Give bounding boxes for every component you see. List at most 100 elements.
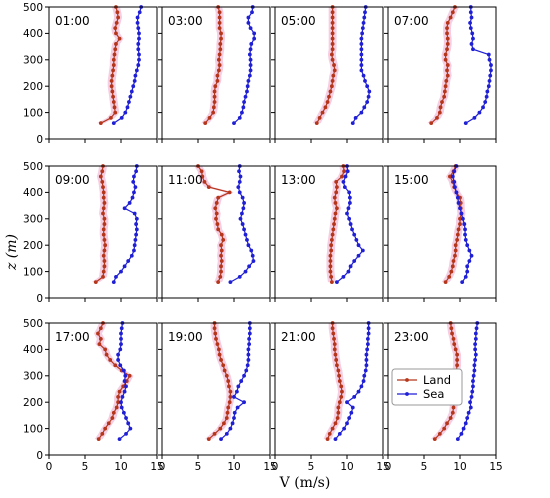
land-point xyxy=(222,421,226,426)
sea-point xyxy=(134,227,139,232)
x-tick-label: 10 xyxy=(453,461,466,473)
land-point xyxy=(219,248,224,253)
land-point xyxy=(217,15,222,20)
sea-point xyxy=(346,206,351,211)
x-tick-label: 5 xyxy=(82,461,89,473)
sea-point xyxy=(365,347,370,352)
land-point xyxy=(330,20,335,25)
land-point xyxy=(330,326,335,331)
sea-point xyxy=(473,331,478,336)
panel-1700: 0 100 200 300 400 500 0 5 10 15 17:00 xyxy=(23,318,164,473)
sea-point xyxy=(463,227,467,232)
land-point xyxy=(212,100,217,104)
sea-point xyxy=(352,395,357,399)
land-point xyxy=(101,185,105,190)
sea-point xyxy=(132,190,136,195)
sea-point xyxy=(119,115,124,120)
sea-point xyxy=(473,358,478,362)
sea-point xyxy=(124,384,128,389)
sea-point xyxy=(240,195,245,200)
land-point xyxy=(448,416,453,420)
land-point xyxy=(111,63,116,67)
sea-point xyxy=(122,389,127,394)
land-point xyxy=(335,185,339,190)
sea-point xyxy=(117,437,122,442)
sea-point xyxy=(246,243,251,248)
x-tick-label: 15 xyxy=(263,461,276,473)
sea-point xyxy=(468,10,473,15)
land-point xyxy=(212,94,217,99)
y-tick-label: 400 xyxy=(23,187,43,199)
land-point xyxy=(335,416,340,420)
land-point xyxy=(437,110,442,115)
x-tick-label: 0 xyxy=(272,461,279,473)
land-point xyxy=(445,42,450,46)
sea-point xyxy=(119,342,123,347)
land-point xyxy=(332,68,337,73)
land-point xyxy=(108,358,113,362)
land-point xyxy=(216,347,221,352)
sea-point xyxy=(452,179,457,184)
land-point xyxy=(218,42,223,46)
land-point xyxy=(332,195,337,200)
y-tick-label: 500 xyxy=(23,161,43,173)
sea-point xyxy=(121,368,126,373)
land-point xyxy=(456,227,461,232)
land-spread-band xyxy=(204,323,235,440)
sea-point xyxy=(465,243,470,248)
land-point xyxy=(213,206,218,211)
sea-point xyxy=(249,248,254,253)
panel-frame xyxy=(274,165,384,299)
land-point xyxy=(113,363,118,368)
sea-point xyxy=(219,437,223,442)
land-point xyxy=(227,190,232,195)
legend-box xyxy=(391,368,463,406)
sea-point xyxy=(123,110,128,115)
sea-point xyxy=(132,248,136,253)
sea-point xyxy=(362,105,367,110)
land-point xyxy=(340,174,344,179)
panel-frame xyxy=(161,165,271,299)
land-point xyxy=(109,84,114,89)
land-point xyxy=(206,437,211,442)
sea-point xyxy=(137,31,141,36)
y-tick-label: 300 xyxy=(23,371,43,383)
sea-point xyxy=(133,185,138,190)
panel-2100: 0 5 10 15 21:00 xyxy=(271,321,390,473)
sea-point xyxy=(350,227,354,232)
land-point xyxy=(101,190,106,195)
land-point xyxy=(329,248,334,253)
land-point xyxy=(323,105,328,110)
land-point xyxy=(337,379,342,383)
land-point xyxy=(339,384,344,389)
sea-point xyxy=(136,26,141,31)
land-point xyxy=(102,238,107,242)
land-point xyxy=(451,405,456,410)
land-point xyxy=(329,52,334,57)
sea-point xyxy=(350,121,355,126)
land-point xyxy=(219,31,223,36)
sea-point xyxy=(361,379,366,383)
land-point xyxy=(217,63,222,67)
sea-point xyxy=(124,431,128,436)
sea-point xyxy=(347,216,352,221)
land-point xyxy=(109,79,114,83)
sea-point xyxy=(471,373,476,378)
sea-point xyxy=(242,373,246,378)
sea-point xyxy=(246,358,251,362)
sea-point xyxy=(471,384,475,389)
panel-frame xyxy=(387,6,497,140)
land-point xyxy=(443,52,448,57)
sea-point xyxy=(488,73,493,78)
land-point xyxy=(217,52,222,57)
land-point xyxy=(101,227,106,232)
y-tick-label: 300 xyxy=(23,55,43,67)
legend-marker-sea xyxy=(405,392,409,396)
panel-0300: 03:00 xyxy=(158,5,271,143)
sea-point xyxy=(247,336,252,341)
sea-point xyxy=(251,259,256,263)
land-point xyxy=(217,352,222,357)
sea-point xyxy=(116,358,121,362)
land-point xyxy=(443,280,448,285)
